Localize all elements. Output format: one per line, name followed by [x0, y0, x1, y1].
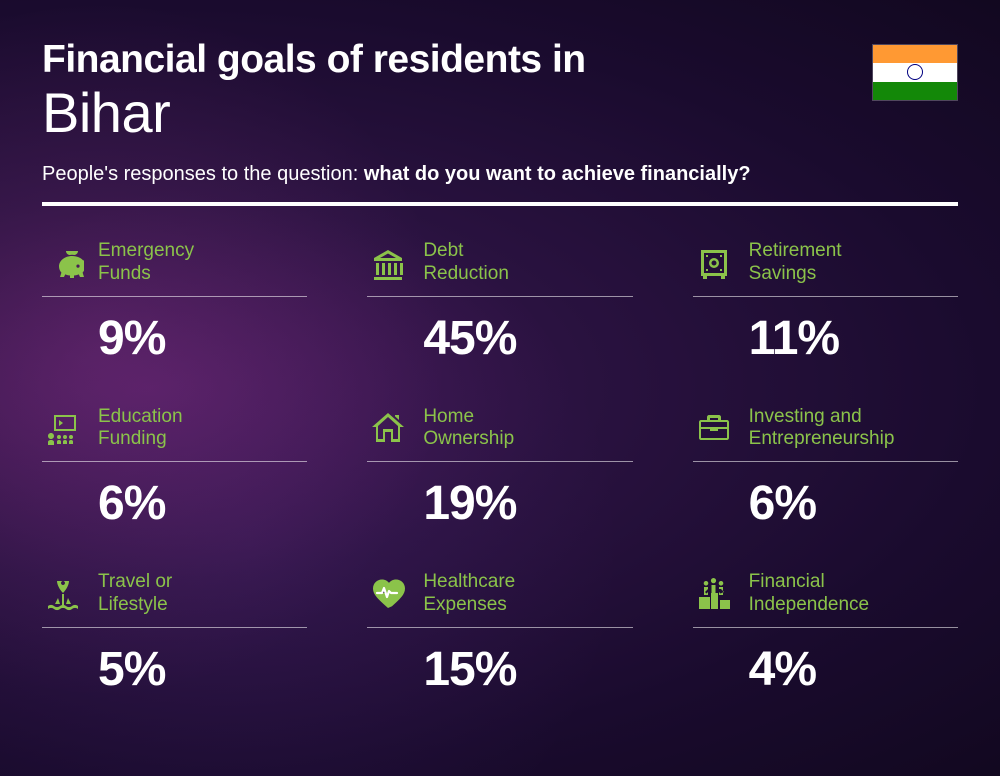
stat-value: 15% [423, 642, 632, 697]
stats-grid: EmergencyFunds 9% DebtReduction 45% Retireme… [42, 240, 958, 697]
stat-item: RetirementSavings 11% [693, 240, 958, 366]
stat-item: FinancialIndependence 4% [693, 571, 958, 697]
stat-label: Travel orLifestyle [98, 571, 172, 617]
stat-item-header: HomeOwnership [367, 406, 632, 463]
stat-label: EducationFunding [98, 406, 183, 452]
healthcare-icon [367, 573, 409, 615]
stat-item-header: Investing andEntrepreneurship [693, 406, 958, 463]
flag-saffron-stripe [873, 45, 957, 63]
title-region: Bihar [42, 80, 958, 145]
stat-value: 6% [749, 476, 958, 531]
briefcase-icon [693, 407, 735, 449]
podium-icon [693, 573, 735, 615]
stat-item: DebtReduction 45% [367, 240, 632, 366]
stat-value: 9% [98, 311, 307, 366]
india-flag-icon [872, 44, 958, 101]
stat-item-header: EducationFunding [42, 406, 307, 463]
stat-item: Travel orLifestyle 5% [42, 571, 307, 697]
stat-item-header: FinancialIndependence [693, 571, 958, 628]
stat-item-header: EmergencyFunds [42, 240, 307, 297]
stat-value: 11% [749, 311, 958, 366]
house-icon [367, 407, 409, 449]
stat-item-header: HealthcareExpenses [367, 571, 632, 628]
stat-label: HealthcareExpenses [423, 571, 515, 617]
stat-value: 19% [423, 476, 632, 531]
stat-value: 5% [98, 642, 307, 697]
stat-item: HealthcareExpenses 15% [367, 571, 632, 697]
stat-value: 6% [98, 476, 307, 531]
stat-label: Investing andEntrepreneurship [749, 406, 895, 452]
header: Financial goals of residents in Bihar Pe… [42, 38, 958, 206]
bank-icon [367, 242, 409, 284]
flag-green-stripe [873, 82, 957, 100]
stat-label: DebtReduction [423, 240, 509, 286]
stat-label: FinancialIndependence [749, 571, 869, 617]
stat-item-header: Travel orLifestyle [42, 571, 307, 628]
subtitle-bold: what do you want to achieve financially? [364, 163, 751, 185]
stat-item: Investing andEntrepreneurship 6% [693, 406, 958, 532]
stat-label: HomeOwnership [423, 406, 514, 452]
stat-label: EmergencyFunds [98, 240, 194, 286]
stat-value: 4% [749, 642, 958, 697]
stat-item-header: DebtReduction [367, 240, 632, 297]
safe-icon [693, 242, 735, 284]
stat-value: 45% [423, 311, 632, 366]
travel-icon [42, 573, 84, 615]
subtitle-plain: People's responses to the question: [42, 163, 364, 185]
title-prefix: Financial goals of residents in [42, 38, 958, 82]
subtitle: People's responses to the question: what… [42, 163, 958, 186]
stat-item: EducationFunding 6% [42, 406, 307, 532]
stat-item: EmergencyFunds 9% [42, 240, 307, 366]
stat-item: HomeOwnership 19% [367, 406, 632, 532]
stat-item-header: RetirementSavings [693, 240, 958, 297]
infographic-container: Financial goals of residents in Bihar Pe… [0, 0, 1000, 727]
piggy-bank-icon [42, 242, 84, 284]
header-divider [42, 202, 958, 206]
education-icon [42, 407, 84, 449]
ashoka-chakra-icon [907, 64, 923, 80]
stat-label: RetirementSavings [749, 240, 842, 286]
flag-white-stripe [873, 63, 957, 81]
